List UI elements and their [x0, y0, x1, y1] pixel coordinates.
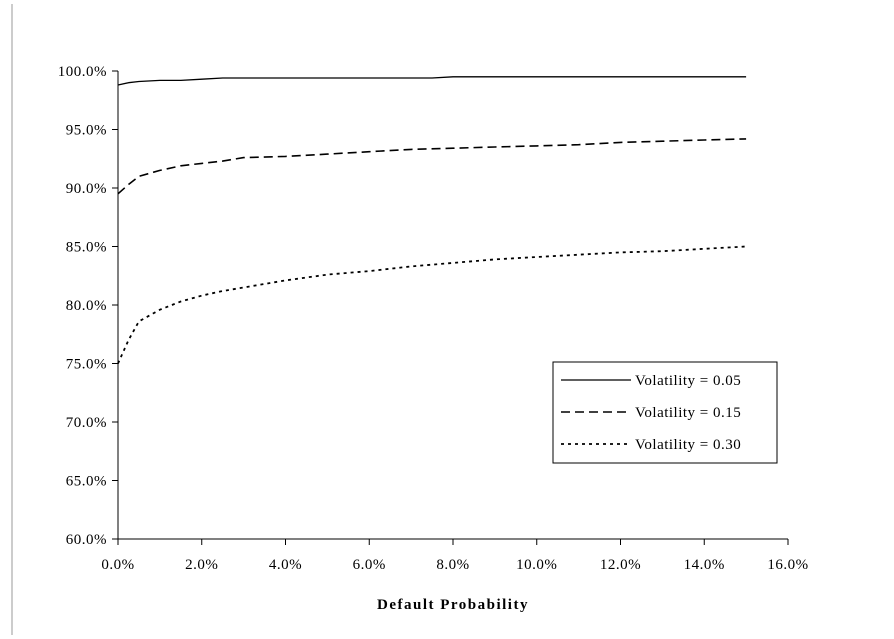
- y-tick-label: 95.0%: [66, 123, 107, 139]
- y-tick-label: 90.0%: [66, 181, 107, 197]
- y-tick-label: 100.0%: [58, 64, 107, 80]
- x-tick-label: 14.0%: [684, 557, 725, 573]
- legend-label-1: Volatility = 0.05: [635, 373, 741, 389]
- legend: Volatility = 0.05 Volatility = 0.15 Volati…: [552, 361, 778, 464]
- x-tick-label: 6.0%: [353, 557, 386, 573]
- y-tick-label: 75.0%: [66, 357, 107, 373]
- series-line-3: [117, 245, 747, 364]
- axes: 60.0% 65.0% 70.0% 75.0% 80.0% 85.0% 90.0% 95.0%…: [58, 64, 808, 573]
- y-tick-label: 60.0%: [66, 532, 107, 548]
- series-line-2: [117, 138, 747, 195]
- x-tick-label: 10.0%: [516, 557, 557, 573]
- series-line-1: [117, 76, 747, 86]
- legend-label-2: Volatility = 0.15: [635, 405, 741, 421]
- x-tick-label: 16.0%: [767, 557, 808, 573]
- x-tick-label: 8.0%: [436, 557, 469, 573]
- y-tick-label: 85.0%: [66, 240, 107, 256]
- x-tick-label: 0.0%: [101, 557, 134, 573]
- legend-label-3: Volatility = 0.30: [635, 437, 741, 453]
- x-tick-label: 12.0%: [600, 557, 641, 573]
- x-tick-label: 4.0%: [269, 557, 302, 573]
- y-tick-label: 80.0%: [66, 298, 107, 314]
- x-axis-title: Default Probability: [377, 597, 529, 613]
- y-tick-label: 70.0%: [66, 415, 107, 431]
- y-tick-label: 65.0%: [66, 474, 107, 490]
- series-layer: [117, 76, 747, 364]
- x-tick-label: 2.0%: [185, 557, 218, 573]
